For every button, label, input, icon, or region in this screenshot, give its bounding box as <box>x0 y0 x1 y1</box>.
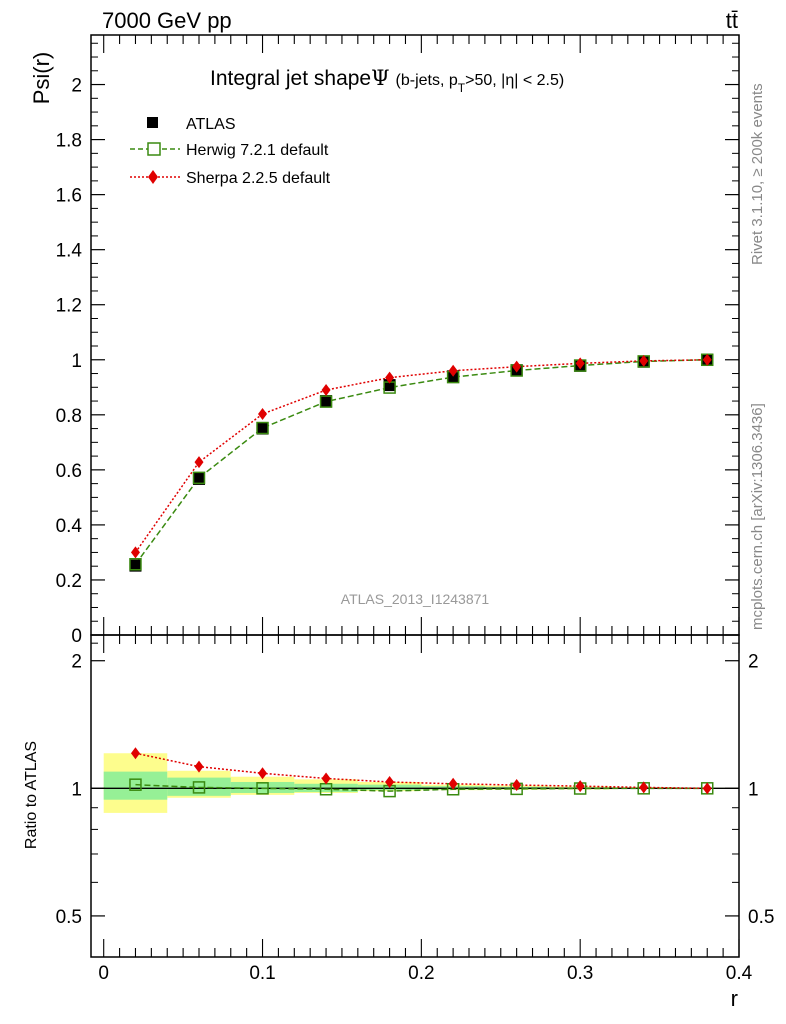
analysis-watermark: ATLAS_2013_I1243871 <box>341 591 490 607</box>
sherpa-point <box>448 364 458 377</box>
x-axis: 0 0.1 0.2 0.3 0.4 <box>98 35 753 984</box>
ratio-tick-label-left: 2 <box>71 652 82 673</box>
legend-sherpa-marker <box>148 170 158 184</box>
atlas-point <box>129 559 142 572</box>
y-tick-label: 1.2 <box>56 296 82 317</box>
legend-sherpa-label: Sherpa 2.2.5 default <box>186 170 331 187</box>
lower-y-axis-label: Ratio to ATLAS <box>23 741 40 849</box>
sherpa-ratio-point <box>639 781 649 794</box>
y-tick-label: 1.8 <box>56 131 82 152</box>
herwig-ratio-point <box>256 782 269 795</box>
sherpa-ratio-point <box>702 782 712 795</box>
sherpa-ratio-point <box>448 777 458 790</box>
herwig-ratio-point <box>129 778 142 791</box>
y-tick-label: 0.6 <box>56 461 82 482</box>
energy-label: 7000 GeV pp <box>102 8 232 33</box>
sherpa-point <box>512 360 522 373</box>
sherpa-point <box>385 371 395 384</box>
x-tick-label: 0.1 <box>249 963 275 984</box>
mcplots-label: mcplots.cern.ch [arXiv:1306.3436] <box>749 403 766 630</box>
legend-herwig-label: Herwig 7.2.1 default <box>186 142 329 159</box>
legend-atlas-label: ATLAS <box>186 116 236 133</box>
x-tick-label: 0.3 <box>567 963 593 984</box>
sherpa-ratio-point <box>130 747 140 760</box>
sherpa-ratio-line <box>135 752 708 790</box>
herwig-point <box>129 558 142 571</box>
atlas-point <box>193 472 205 485</box>
ratio-tick-label-left: 0.5 <box>56 907 82 928</box>
herwig-line <box>134 359 708 565</box>
sherpa-point <box>258 407 268 420</box>
x-tick-label: 0.2 <box>408 963 434 984</box>
y-tick-label: 1.6 <box>56 186 82 207</box>
x-tick-label: 0 <box>98 963 109 984</box>
atlas-point <box>256 422 269 435</box>
sherpa-ratio-point <box>321 772 331 785</box>
upper-y-axis: 0 0.2 0.4 0.6 0.8 1 1.2 1.4 1.6 1.8 2 <box>56 42 739 647</box>
x-tick-label: 0.4 <box>726 963 753 984</box>
y-tick-label: 2 <box>71 76 82 97</box>
green-band-bin <box>230 781 295 793</box>
upper-y-axis-label: Psi(r) <box>29 52 54 105</box>
ratio-tick-label-right: 2 <box>748 652 759 673</box>
ratio-tick-label-right: 0.5 <box>748 907 774 928</box>
sherpa-point <box>194 456 204 469</box>
herwig-point <box>192 471 206 485</box>
ratio-tick-label-right: 1 <box>748 779 759 800</box>
legend: ATLAS Herwig 7.2.1 default Sherpa 2.2.5 … <box>130 116 331 187</box>
y-tick-label: 1 <box>71 351 82 372</box>
sherpa-line <box>134 359 708 553</box>
sherpa-point <box>321 384 331 397</box>
legend-atlas-marker <box>147 117 158 128</box>
sherpa-point <box>639 354 649 367</box>
x-axis-label: r <box>731 986 738 1011</box>
sherpa-ratio-point <box>385 775 395 788</box>
chart-title: Integral jet shapeΨ (b-jets, pT>50, |η| <… <box>210 66 564 95</box>
y-tick-label: 0.4 <box>56 516 83 537</box>
lower-y-axis: 0.5 0.5 1 1 2 2 <box>56 642 774 928</box>
herwig-ratio-point <box>192 781 206 794</box>
herwig-point <box>256 421 269 435</box>
sherpa-point <box>130 546 140 559</box>
sherpa-ratio-point <box>194 760 204 773</box>
y-tick-label: 0.8 <box>56 406 82 427</box>
y-tick-label: 1.4 <box>56 241 83 262</box>
atlas-point <box>320 395 333 408</box>
y-tick-label: 0 <box>71 626 82 647</box>
legend-herwig-marker <box>147 142 161 156</box>
lower-panel-frame <box>90 634 740 958</box>
herwig-point <box>319 395 333 408</box>
y-tick-label: 0.2 <box>56 571 82 592</box>
herwig-ratio-line <box>135 783 708 792</box>
sherpa-ratio-point <box>512 779 522 792</box>
process-label: tt̄ <box>726 8 738 33</box>
sherpa-point <box>702 353 712 366</box>
data-series <box>129 353 714 798</box>
sherpa-ratio-point <box>258 767 268 780</box>
rivet-label: Rivet 3.1.10, ≥ 200k events <box>749 83 766 265</box>
ratio-tick-label-left: 1 <box>71 779 82 800</box>
sherpa-point <box>575 357 585 370</box>
sherpa-ratio-point <box>575 780 585 793</box>
